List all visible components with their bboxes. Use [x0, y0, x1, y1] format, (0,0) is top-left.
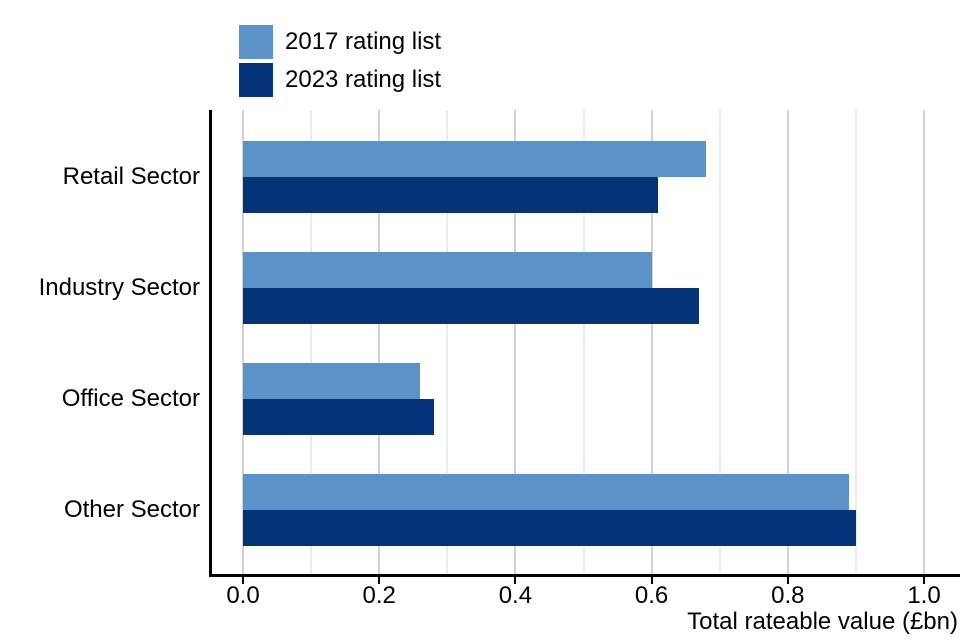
x-tick-label: 1.0	[907, 582, 941, 609]
major-gridline	[378, 110, 381, 574]
x-tick-mark	[242, 576, 244, 584]
bar-2017-office-sector	[243, 362, 420, 399]
bar-2023-office-sector	[243, 398, 434, 435]
x-tick-mark	[650, 576, 653, 584]
category-label: Retail Sector	[62, 162, 200, 190]
minor-gridline	[718, 110, 721, 574]
legend-label-2023: 2023 rating list	[285, 66, 442, 93]
category-label: Office Sector	[61, 384, 200, 412]
bar-2017-industry-sector	[243, 251, 652, 288]
x-tick-label: 0.2	[362, 582, 396, 609]
minor-gridline	[446, 110, 449, 574]
y-axis-line	[209, 110, 212, 576]
bar-2017-retail-sector	[243, 140, 706, 177]
bar-2023-other-sector	[243, 509, 856, 546]
major-gridline	[923, 110, 925, 574]
x-tick-label: 0.6	[634, 582, 669, 609]
minor-gridline	[854, 110, 857, 574]
x-tick-label: 0.8	[771, 582, 805, 609]
x-axis-title: Total rateable value (£bn)	[687, 608, 958, 635]
x-tick-mark	[786, 576, 789, 584]
minor-gridline	[310, 110, 313, 574]
bar-2023-retail-sector	[243, 176, 658, 213]
legend-label-2017: 2017 rating list	[285, 28, 442, 55]
legend-swatch-2017	[239, 25, 273, 59]
major-gridline	[242, 110, 244, 574]
x-tick-mark	[514, 576, 517, 584]
legend-swatch-2023	[239, 63, 273, 97]
x-axis-line	[209, 574, 960, 577]
bar-2017-other-sector	[243, 473, 849, 510]
major-gridline	[786, 110, 789, 574]
x-tick-mark	[378, 576, 381, 584]
x-tick-label: 0.4	[498, 582, 533, 609]
bar-2023-industry-sector	[243, 287, 699, 324]
x-tick-mark	[923, 576, 925, 584]
category-label: Other Sector	[63, 495, 200, 523]
major-gridline	[514, 110, 517, 574]
category-label: Industry Sector	[38, 273, 200, 301]
x-tick-label: 0.0	[226, 582, 260, 609]
major-gridline	[650, 110, 653, 574]
minor-gridline	[582, 110, 585, 574]
